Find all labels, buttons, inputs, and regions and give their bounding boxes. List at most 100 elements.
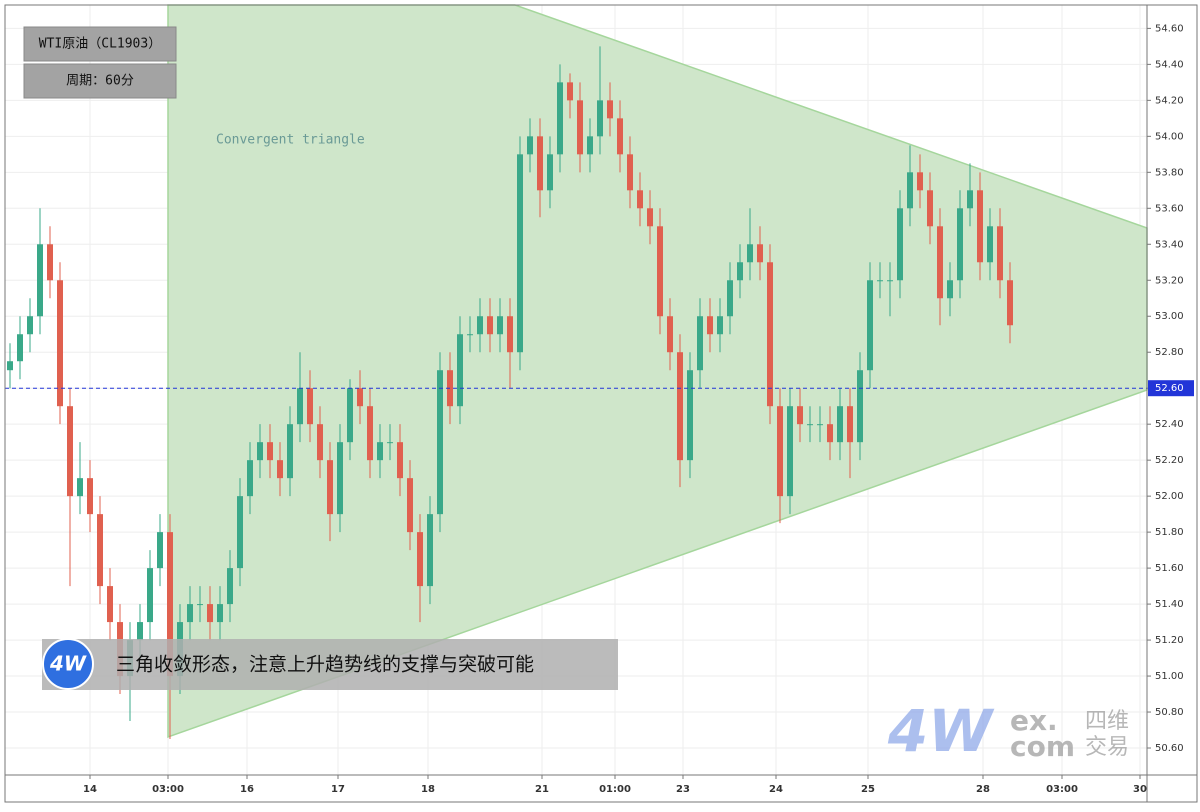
candle-body (487, 316, 493, 335)
y-tick-label: 53.80 (1155, 167, 1184, 178)
candle-body (427, 514, 433, 587)
candle-body (457, 334, 463, 407)
candle-body (857, 370, 863, 443)
x-tick-label: 17 (331, 784, 345, 795)
candle-body (517, 154, 523, 353)
candle-body (37, 244, 43, 317)
candle-body (987, 226, 993, 263)
candle-body (947, 280, 953, 299)
y-tick-label: 50.80 (1155, 707, 1184, 718)
candle-body (587, 136, 593, 155)
y-tick-label: 51.00 (1155, 671, 1184, 682)
candle-body (767, 262, 773, 407)
candle-body (407, 478, 413, 533)
candle-body (247, 460, 253, 497)
candle-body (527, 136, 533, 155)
watermark-cn-top: 四维 (1085, 709, 1129, 734)
y-tick-label: 53.00 (1155, 311, 1184, 322)
logo: 4W (49, 652, 87, 676)
candle-body (557, 82, 563, 155)
y-tick-label: 53.20 (1155, 275, 1184, 286)
candle-body (897, 208, 903, 281)
candle-body (847, 406, 853, 443)
candle-body (637, 190, 643, 209)
y-tick-label: 53.60 (1155, 203, 1184, 214)
candle-body (1007, 280, 1013, 326)
x-tick-label: 03:00 (1046, 784, 1078, 795)
candle-body (97, 514, 103, 587)
candle-body (707, 316, 713, 335)
candle-body (47, 244, 53, 281)
candle-body (337, 442, 343, 515)
candle-body (467, 334, 473, 336)
candle-body (717, 316, 723, 335)
y-tick-label: 51.60 (1155, 563, 1184, 574)
candle-body (357, 388, 363, 407)
candles (7, 46, 1013, 740)
candle-body (197, 604, 203, 606)
candle-body (777, 406, 783, 497)
price-label-box (1148, 380, 1194, 397)
candle-body (687, 370, 693, 461)
y-tick-label: 54.00 (1155, 131, 1184, 142)
axes: 50.60 50.80 51.00 51.20 51.40 51.60 51.80 52.00… (5, 23, 1194, 795)
candle-body (257, 442, 263, 461)
candle-body (817, 424, 823, 426)
candle-body (137, 622, 143, 641)
x-tick-label: 24 (769, 784, 783, 795)
candle-body (57, 280, 63, 407)
candle-body (17, 334, 23, 362)
candle-body (7, 361, 13, 371)
candle-body (187, 604, 193, 623)
y-tick-label: 52.40 (1155, 419, 1184, 430)
candle-body (927, 190, 933, 227)
candle-body (377, 442, 383, 461)
y-tick-label: 52.20 (1155, 455, 1184, 466)
candle-body (757, 244, 763, 263)
candle-body (647, 208, 653, 227)
candle-body (697, 316, 703, 371)
annotation: Convergent triangle (216, 133, 365, 148)
watermark-cn-bottom: 交易 (1085, 735, 1129, 760)
candle-body (167, 532, 173, 677)
candle-body (157, 532, 163, 569)
x-tick-label: 03:00 (152, 784, 184, 795)
candle-body (347, 388, 353, 443)
candle-body (107, 586, 113, 623)
price-label: 52.60 (1155, 383, 1184, 394)
candle-body (477, 316, 483, 335)
candle-body (887, 280, 893, 282)
watermark-mark: 4W (887, 697, 995, 765)
candle-body (287, 424, 293, 479)
y-tick-label: 51.40 (1155, 599, 1184, 610)
candle-body (967, 190, 973, 209)
caption-box (42, 639, 618, 690)
y-tick-label: 51.80 (1155, 527, 1184, 538)
x-tick-label: 16 (240, 784, 254, 795)
x-tick-label: 18 (421, 784, 435, 795)
watermark-bottom: com (1010, 730, 1075, 763)
candle-body (597, 100, 603, 137)
candle-body (617, 118, 623, 155)
candle-body (727, 280, 733, 317)
y-tick-label: 54.60 (1155, 23, 1184, 34)
candle-body (627, 154, 633, 191)
candle-body (747, 244, 753, 263)
period-box (23, 63, 177, 99)
candle-body (537, 136, 543, 191)
candle-body (797, 406, 803, 425)
candle-body (657, 226, 663, 317)
candle-body (27, 316, 33, 335)
watermark-top: ex. (1010, 704, 1058, 737)
candle-body (827, 424, 833, 443)
y-tick-label: 52.80 (1155, 347, 1184, 358)
x-tick-label: 21 (535, 784, 549, 795)
candle-body (837, 406, 843, 443)
candle-body (567, 82, 573, 101)
candle-body (327, 460, 333, 515)
candle-body (867, 280, 873, 371)
candle-body (907, 172, 913, 209)
candle-body (317, 424, 323, 461)
candle-body (997, 226, 1003, 281)
